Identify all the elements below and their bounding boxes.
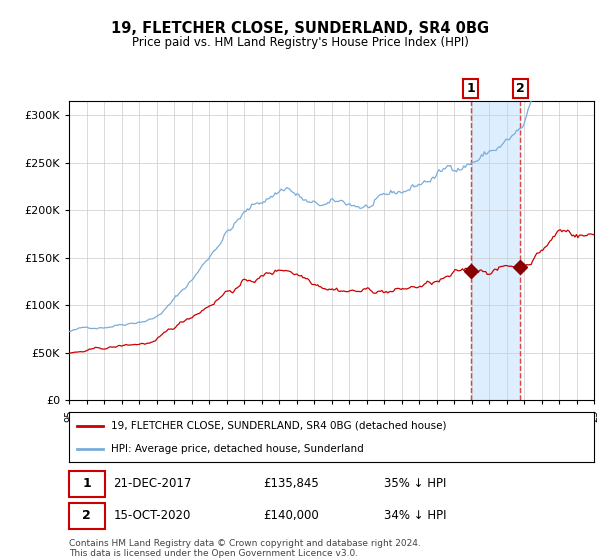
FancyBboxPatch shape [69, 503, 105, 529]
Text: 34% ↓ HPI: 34% ↓ HPI [384, 510, 446, 522]
Bar [471, 101, 520, 400]
Text: £135,845: £135,845 [263, 477, 319, 490]
Text: 15-OCT-2020: 15-OCT-2020 [113, 510, 191, 522]
Text: 2: 2 [82, 510, 91, 522]
FancyBboxPatch shape [69, 471, 105, 497]
Text: 1: 1 [82, 477, 91, 490]
Text: 1: 1 [467, 82, 475, 95]
Text: HPI: Average price, detached house, Sunderland: HPI: Average price, detached house, Sund… [111, 445, 364, 454]
Text: Price paid vs. HM Land Registry's House Price Index (HPI): Price paid vs. HM Land Registry's House … [131, 36, 469, 49]
Text: 19, FLETCHER CLOSE, SUNDERLAND, SR4 0BG (detached house): 19, FLETCHER CLOSE, SUNDERLAND, SR4 0BG … [111, 421, 446, 431]
Text: 2: 2 [516, 82, 524, 95]
Text: £140,000: £140,000 [263, 510, 319, 522]
Text: 35% ↓ HPI: 35% ↓ HPI [384, 477, 446, 490]
Text: 19, FLETCHER CLOSE, SUNDERLAND, SR4 0BG: 19, FLETCHER CLOSE, SUNDERLAND, SR4 0BG [111, 21, 489, 36]
Text: Contains HM Land Registry data © Crown copyright and database right 2024.
This d: Contains HM Land Registry data © Crown c… [69, 539, 421, 558]
Text: 21-DEC-2017: 21-DEC-2017 [113, 477, 192, 490]
